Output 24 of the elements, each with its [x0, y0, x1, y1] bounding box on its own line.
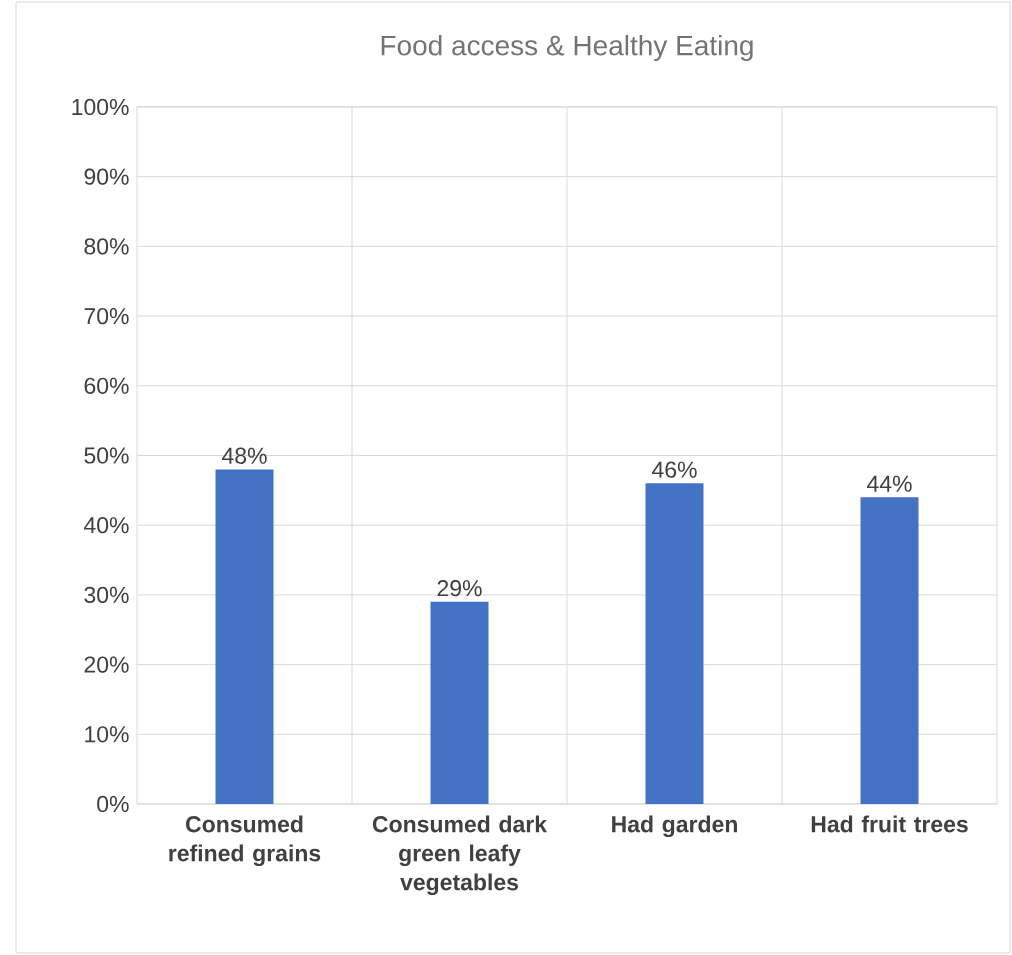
- y-tick-label: 80%: [84, 238, 129, 255]
- y-tick-label: 40%: [83, 517, 129, 534]
- y-tick-label: 0%: [97, 795, 129, 813]
- data-label: 44%: [867, 475, 912, 492]
- y-tick-label: 20%: [84, 656, 129, 673]
- y-tick-label: 70%: [84, 307, 129, 325]
- x-tick-label: Had garden: [612, 815, 737, 838]
- bar: [645, 483, 704, 804]
- y-tick-label: 30%: [84, 586, 129, 604]
- bar: [215, 469, 274, 804]
- y-tick-label: 90%: [84, 168, 129, 185]
- y-tick-label: 10%: [85, 726, 129, 743]
- x-tick-label: Consumed refined grains: [169, 815, 321, 867]
- x-tick-label: Consumed dark green leafy vegetables: [372, 815, 548, 896]
- x-tick-label: Had fruit trees: [811, 815, 968, 833]
- data-label: 46%: [652, 461, 697, 478]
- y-tick-label: 50%: [84, 447, 129, 464]
- data-label: 48%: [222, 447, 267, 464]
- y-tick-label: 60%: [84, 377, 129, 394]
- y-tick-label: 100%: [72, 98, 129, 116]
- bar: [430, 601, 489, 804]
- bar: [860, 497, 919, 804]
- chart-title: Food access & Healthy Eating: [381, 34, 753, 62]
- data-label: 29%: [437, 580, 482, 597]
